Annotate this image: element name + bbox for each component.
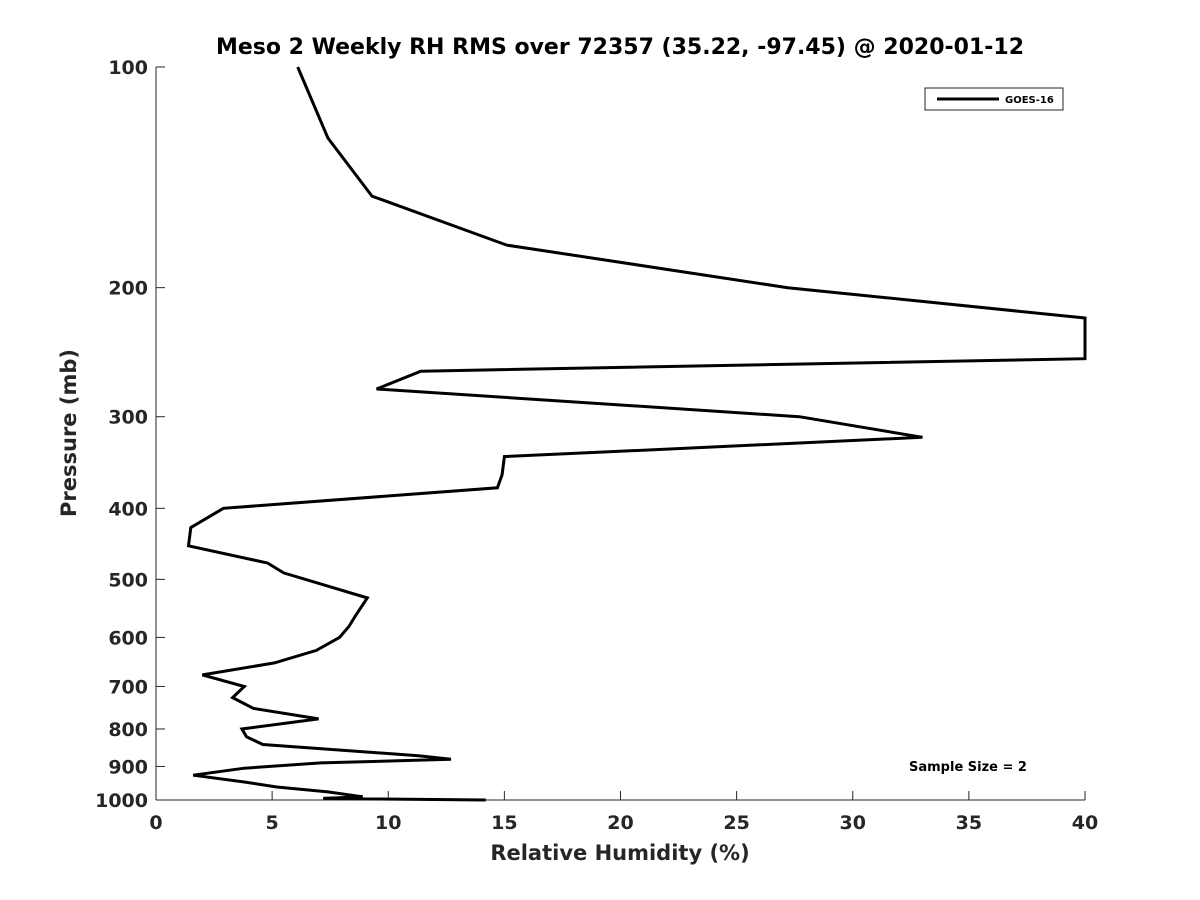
x-tick-label: 40 [1072,812,1098,834]
chart-title: Meso 2 Weekly RH RMS over 72357 (35.22, … [216,35,1024,60]
sample-size-annotation: Sample Size = 2 [909,760,1027,775]
legend-label: GOES-16 [1005,95,1054,106]
y-tick-label: 100 [108,57,148,79]
series-layer [186,66,1087,802]
plot-background [156,67,1085,800]
x-axis-ticks: 0 5 10 15 20 25 30 35 40 [149,791,1098,834]
x-axis-label: Relative Humidity (%) [490,841,749,865]
x-tick-label: 20 [607,812,633,834]
y-tick-label: 800 [108,719,148,741]
series-line-goes-16 [186,66,1087,802]
y-axis-ticks: 100 200 300 400 500 600 700 800 900 1000 [95,57,165,812]
y-tick-label: 600 [108,627,148,649]
y-tick-label: 900 [108,756,148,778]
x-tick-label: 25 [723,812,749,834]
x-tick-label: 5 [266,812,279,834]
legend: GOES-16 [924,87,1064,111]
y-tick-label: 200 [108,278,148,300]
x-tick-label: 30 [840,812,866,834]
y-tick-label: 1000 [95,790,148,812]
y-tick-label: 500 [108,569,148,591]
y-tick-label: 700 [108,676,148,698]
x-tick-label: 15 [491,812,517,834]
y-tick-label: 400 [108,498,148,520]
y-tick-label: 300 [108,407,148,429]
x-tick-label: 35 [956,812,982,834]
x-tick-label: 10 [375,812,401,834]
x-tick-label: 0 [149,812,162,834]
y-axis-label: Pressure (mb) [57,349,81,517]
